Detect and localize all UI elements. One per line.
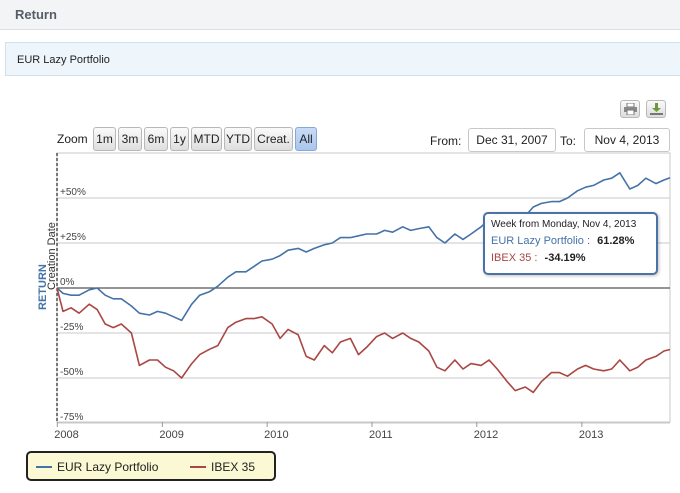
- legend-label: IBEX 35: [211, 460, 256, 474]
- tooltip-series-name: IBEX 35: [491, 252, 532, 264]
- legend-swatch: [190, 465, 206, 468]
- tooltip-row-eur-lazy: EUR Lazy Portfolio : 61.28%: [491, 235, 635, 247]
- series-line-eur-lazy: [56, 172, 671, 322]
- print-icon: [624, 103, 637, 115]
- tooltip-series-value: 61.28%: [597, 235, 635, 247]
- creation-date-label: Creation Date: [46, 222, 58, 290]
- tooltip-header: Week from Monday, Nov 4, 2013: [491, 219, 637, 230]
- zoom-button[interactable]: YTD: [224, 127, 252, 151]
- y-tick-label: -50%: [60, 367, 83, 378]
- portfolio-tab-label[interactable]: EUR Lazy Portfolio: [17, 54, 110, 66]
- legend-swatch: [36, 465, 52, 468]
- y-axis-title: RETURN: [37, 264, 49, 310]
- y-tick-label: -75%: [60, 412, 83, 423]
- range-to-label: To:: [560, 134, 577, 148]
- x-tick-label: 2009: [159, 429, 183, 441]
- y-tick-label: +50%: [60, 187, 86, 198]
- zoom-button[interactable]: Creat.: [254, 127, 293, 151]
- chart-legend: EUR Lazy Portfolio IBEX 35: [26, 451, 276, 481]
- download-icon: [650, 103, 663, 115]
- zoom-button[interactable]: MTD: [191, 127, 222, 151]
- x-tick-label: 2013: [579, 429, 603, 441]
- zoom-button[interactable]: 1m: [93, 127, 116, 151]
- legend-item-eur-lazy[interactable]: EUR Lazy Portfolio: [36, 460, 158, 474]
- x-tick-label: 2010: [264, 429, 288, 441]
- x-tick-label: 2008: [54, 429, 78, 441]
- download-button[interactable]: [646, 100, 666, 118]
- zoom-label: Zoom: [57, 132, 88, 146]
- x-tick-label: 2012: [474, 429, 498, 441]
- zoom-button[interactable]: 3m: [118, 127, 142, 151]
- tooltip-series-value: -34.19%: [544, 252, 586, 264]
- zoom-button[interactable]: All: [295, 127, 317, 151]
- page-title: Return: [15, 7, 57, 22]
- page-header: Return: [0, 0, 680, 30]
- zoom-button[interactable]: 1y: [170, 127, 189, 151]
- y-tick-label: +25%: [60, 232, 86, 243]
- legend-item-ibex[interactable]: IBEX 35: [190, 460, 255, 474]
- x-tick-label: 2011: [369, 429, 393, 441]
- y-tick-label: 0%: [60, 277, 75, 288]
- legend-label: EUR Lazy Portfolio: [57, 460, 159, 474]
- return-line-chart: -75% -50% -25% 0% +25% +50% 2008 2009 2010 2011 20…: [37, 152, 671, 441]
- print-button[interactable]: [620, 100, 640, 118]
- range-to-input[interactable]: Nov 4, 2013: [584, 128, 670, 152]
- tooltip-row-ibex: IBEX 35 : -34.19%: [491, 252, 586, 264]
- tooltip-series-name: EUR Lazy Portfolio: [491, 235, 584, 247]
- series-line-ibex: [56, 287, 671, 394]
- range-from-input[interactable]: Dec 31, 2007: [468, 128, 556, 152]
- zoom-button[interactable]: 6m: [144, 127, 168, 151]
- portfolio-tab-panel: EUR Lazy Portfolio: [5, 42, 680, 76]
- y-tick-label: -25%: [60, 322, 83, 333]
- chart-tooltip: Week from Monday, Nov 4, 2013 EUR Lazy P…: [483, 212, 658, 275]
- range-from-label: From:: [430, 134, 462, 148]
